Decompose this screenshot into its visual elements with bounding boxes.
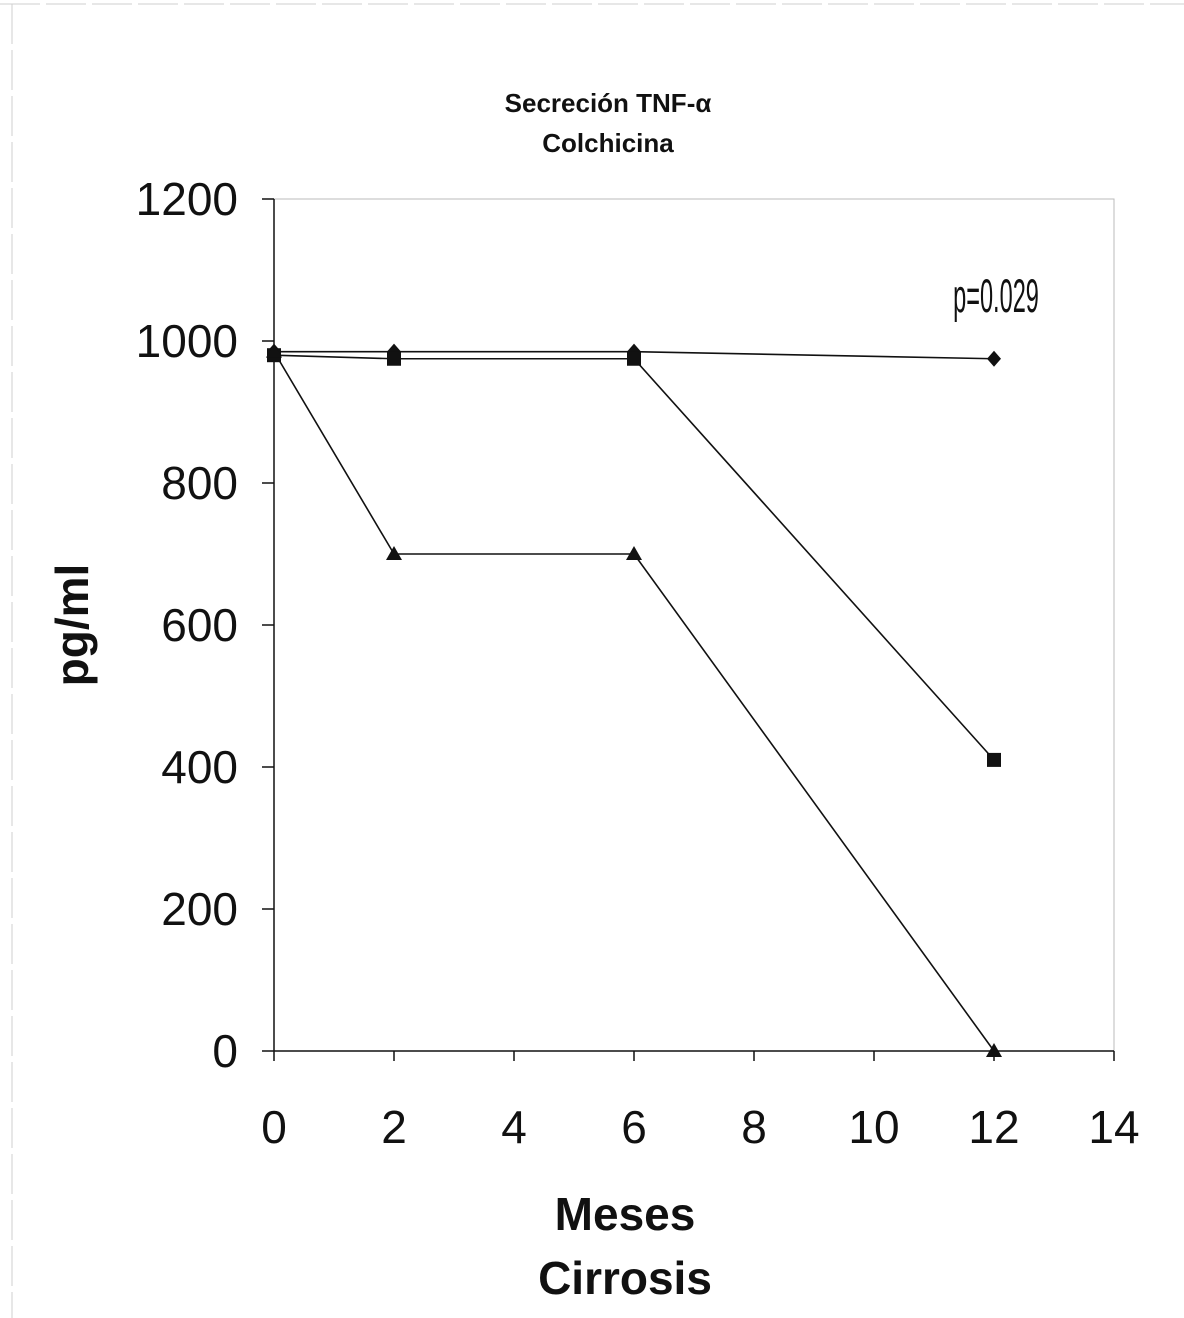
plot-area (273, 198, 1115, 1052)
x-axis-title: Meses (555, 1188, 696, 1240)
x-axis-subtitle: Cirrosis (538, 1252, 712, 1304)
y-tick-label: 200 (161, 883, 238, 935)
data-point-square (987, 752, 1001, 767)
data-point-diamond (987, 350, 1001, 367)
data-point-square (387, 351, 401, 366)
p-value-annotation: p=0.029 (953, 269, 1039, 322)
series-line-triangle (273, 351, 995, 1052)
y-tick-label: 800 (161, 457, 238, 509)
data-point-square (627, 351, 641, 366)
data-point-triangle (626, 546, 642, 560)
x-tick-label: 2 (381, 1101, 407, 1153)
data-point-triangle (986, 1043, 1002, 1057)
x-tick-label: 6 (621, 1101, 647, 1153)
series-line-diamond (274, 350, 995, 360)
x-tick-label: 0 (261, 1101, 287, 1153)
y-tick-label: 400 (161, 741, 238, 793)
y-tick-label: 1200 (136, 173, 238, 225)
x-tick-label: 14 (1088, 1101, 1139, 1153)
chart-title: Secreción TNF-α (505, 88, 712, 118)
x-tick-label: 4 (501, 1101, 527, 1153)
x-tick-label: 8 (741, 1101, 767, 1153)
data-point-triangle (386, 546, 402, 560)
x-tick-label: 12 (968, 1101, 1019, 1153)
y-axis-title: pg/ml (46, 564, 98, 687)
y-tick-label: 0 (212, 1025, 238, 1077)
chart-subtitle: Colchicina (542, 128, 674, 158)
y-tick-label: 1000 (136, 315, 238, 367)
data-point-triangle (266, 343, 282, 358)
x-tick-label: 10 (848, 1101, 899, 1153)
y-tick-label: 600 (161, 599, 238, 651)
series-line-square (273, 354, 995, 761)
